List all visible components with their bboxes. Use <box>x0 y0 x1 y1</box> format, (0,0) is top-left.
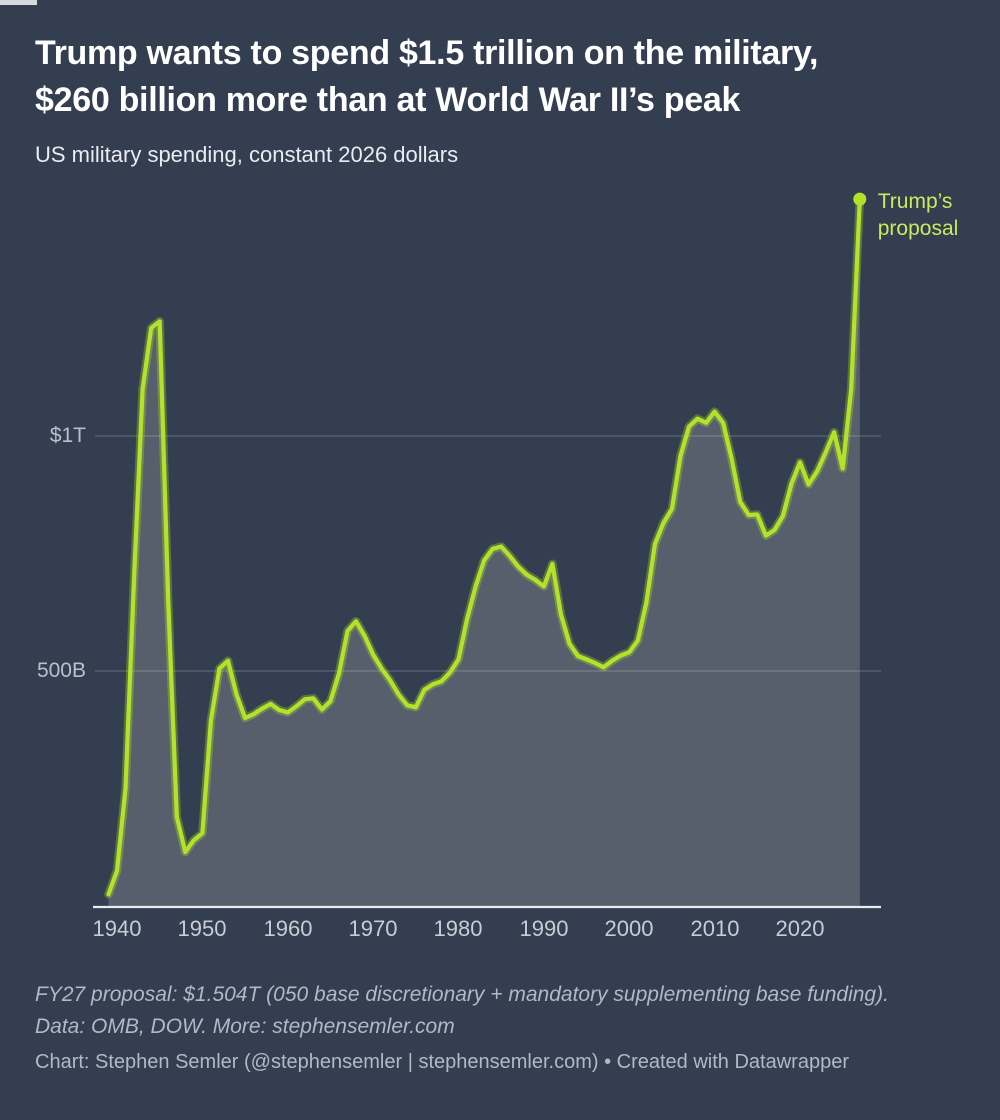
byline: Chart: Stephen Semler (@stephensemler | … <box>35 1051 849 1073</box>
chart-subtitle: US military spending, constant 2026 doll… <box>35 142 459 167</box>
x-tick-label-1940: 1940 <box>92 916 142 941</box>
chart-title: Trump wants to spend $1.5 trillion on th… <box>35 30 985 124</box>
x-tick-label-1970: 1970 <box>348 916 398 941</box>
x-tick-label-2020: 2020 <box>775 916 825 941</box>
footnote-line2: Data: OMB, DOW. More: stephensemler.com <box>35 1015 455 1038</box>
top-left-artifact <box>0 0 37 5</box>
x-tick-label-2010: 2010 <box>690 916 740 941</box>
x-tick-label-1950: 1950 <box>177 916 227 941</box>
trumps-proposal-annotation: Trump’s proposal <box>878 188 959 242</box>
x-tick-label-2000: 2000 <box>604 916 654 941</box>
y-axis-label-500b: 500B <box>36 659 86 682</box>
x-tick-label-1990: 1990 <box>519 916 569 941</box>
chart-title-line1: Trump wants to spend $1.5 trillion on th… <box>35 34 819 72</box>
chart-title-line2: $260 billion more than at World War II’s… <box>35 81 741 119</box>
x-tick-label-1960: 1960 <box>263 916 313 941</box>
y-axis-label-1t: $1T <box>49 424 86 447</box>
footnote-line1: FY27 proposal: $1.504T (050 base discret… <box>35 983 889 1006</box>
x-tick-label-1980: 1980 <box>433 916 483 941</box>
annotation-line1: Trump’s <box>877 190 953 214</box>
annotation-line2: proposal <box>877 217 959 241</box>
